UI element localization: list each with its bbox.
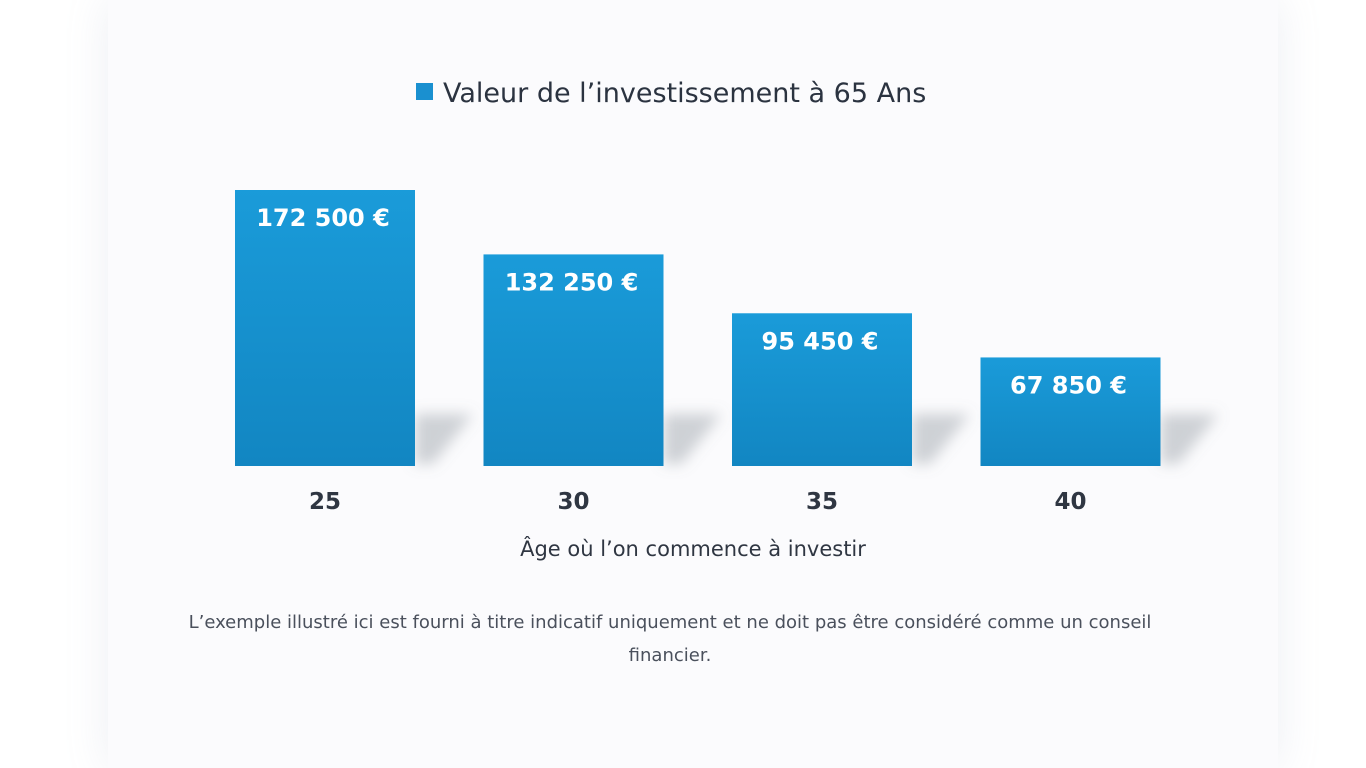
value-label-40: 67 850 € [1010,371,1127,399]
value-label-35: 95 450 € [762,327,879,355]
bar-shadow-40 [1160,414,1219,464]
x-tick-25: 25 [309,489,341,515]
value-label-25: 172 500 € [256,204,390,232]
bar-25 [235,190,415,466]
x-tick-35: 35 [806,489,838,515]
x-axis-label: Âge où l’on commence à investir [520,536,866,561]
bar-40 [980,357,1161,466]
x-tick-30: 30 [557,489,589,515]
legend-swatch [416,83,433,100]
bar-shadow-35 [912,414,970,464]
value-labels: 172 500 € 132 250 € 95 450 € 67 850 € [256,204,1127,399]
value-label-30: 132 250 € [505,268,639,296]
bars [235,190,1161,466]
bar-30 [483,254,664,466]
bar-shadow-25 [415,414,473,464]
bar-shadow-30 [663,414,722,464]
chart-title: Valeur de l’investissement à 65 Ans [443,78,926,109]
bar-shadows [415,414,1219,464]
chart-legend: Valeur de l’investissement à 65 Ans [416,78,926,109]
x-tick-40: 40 [1054,489,1086,515]
bar-35 [732,313,912,466]
disclaimer-text: L’exemple illustré ici est fourni à titr… [188,612,1152,666]
x-tick-labels: 25 30 35 40 [309,489,1087,515]
